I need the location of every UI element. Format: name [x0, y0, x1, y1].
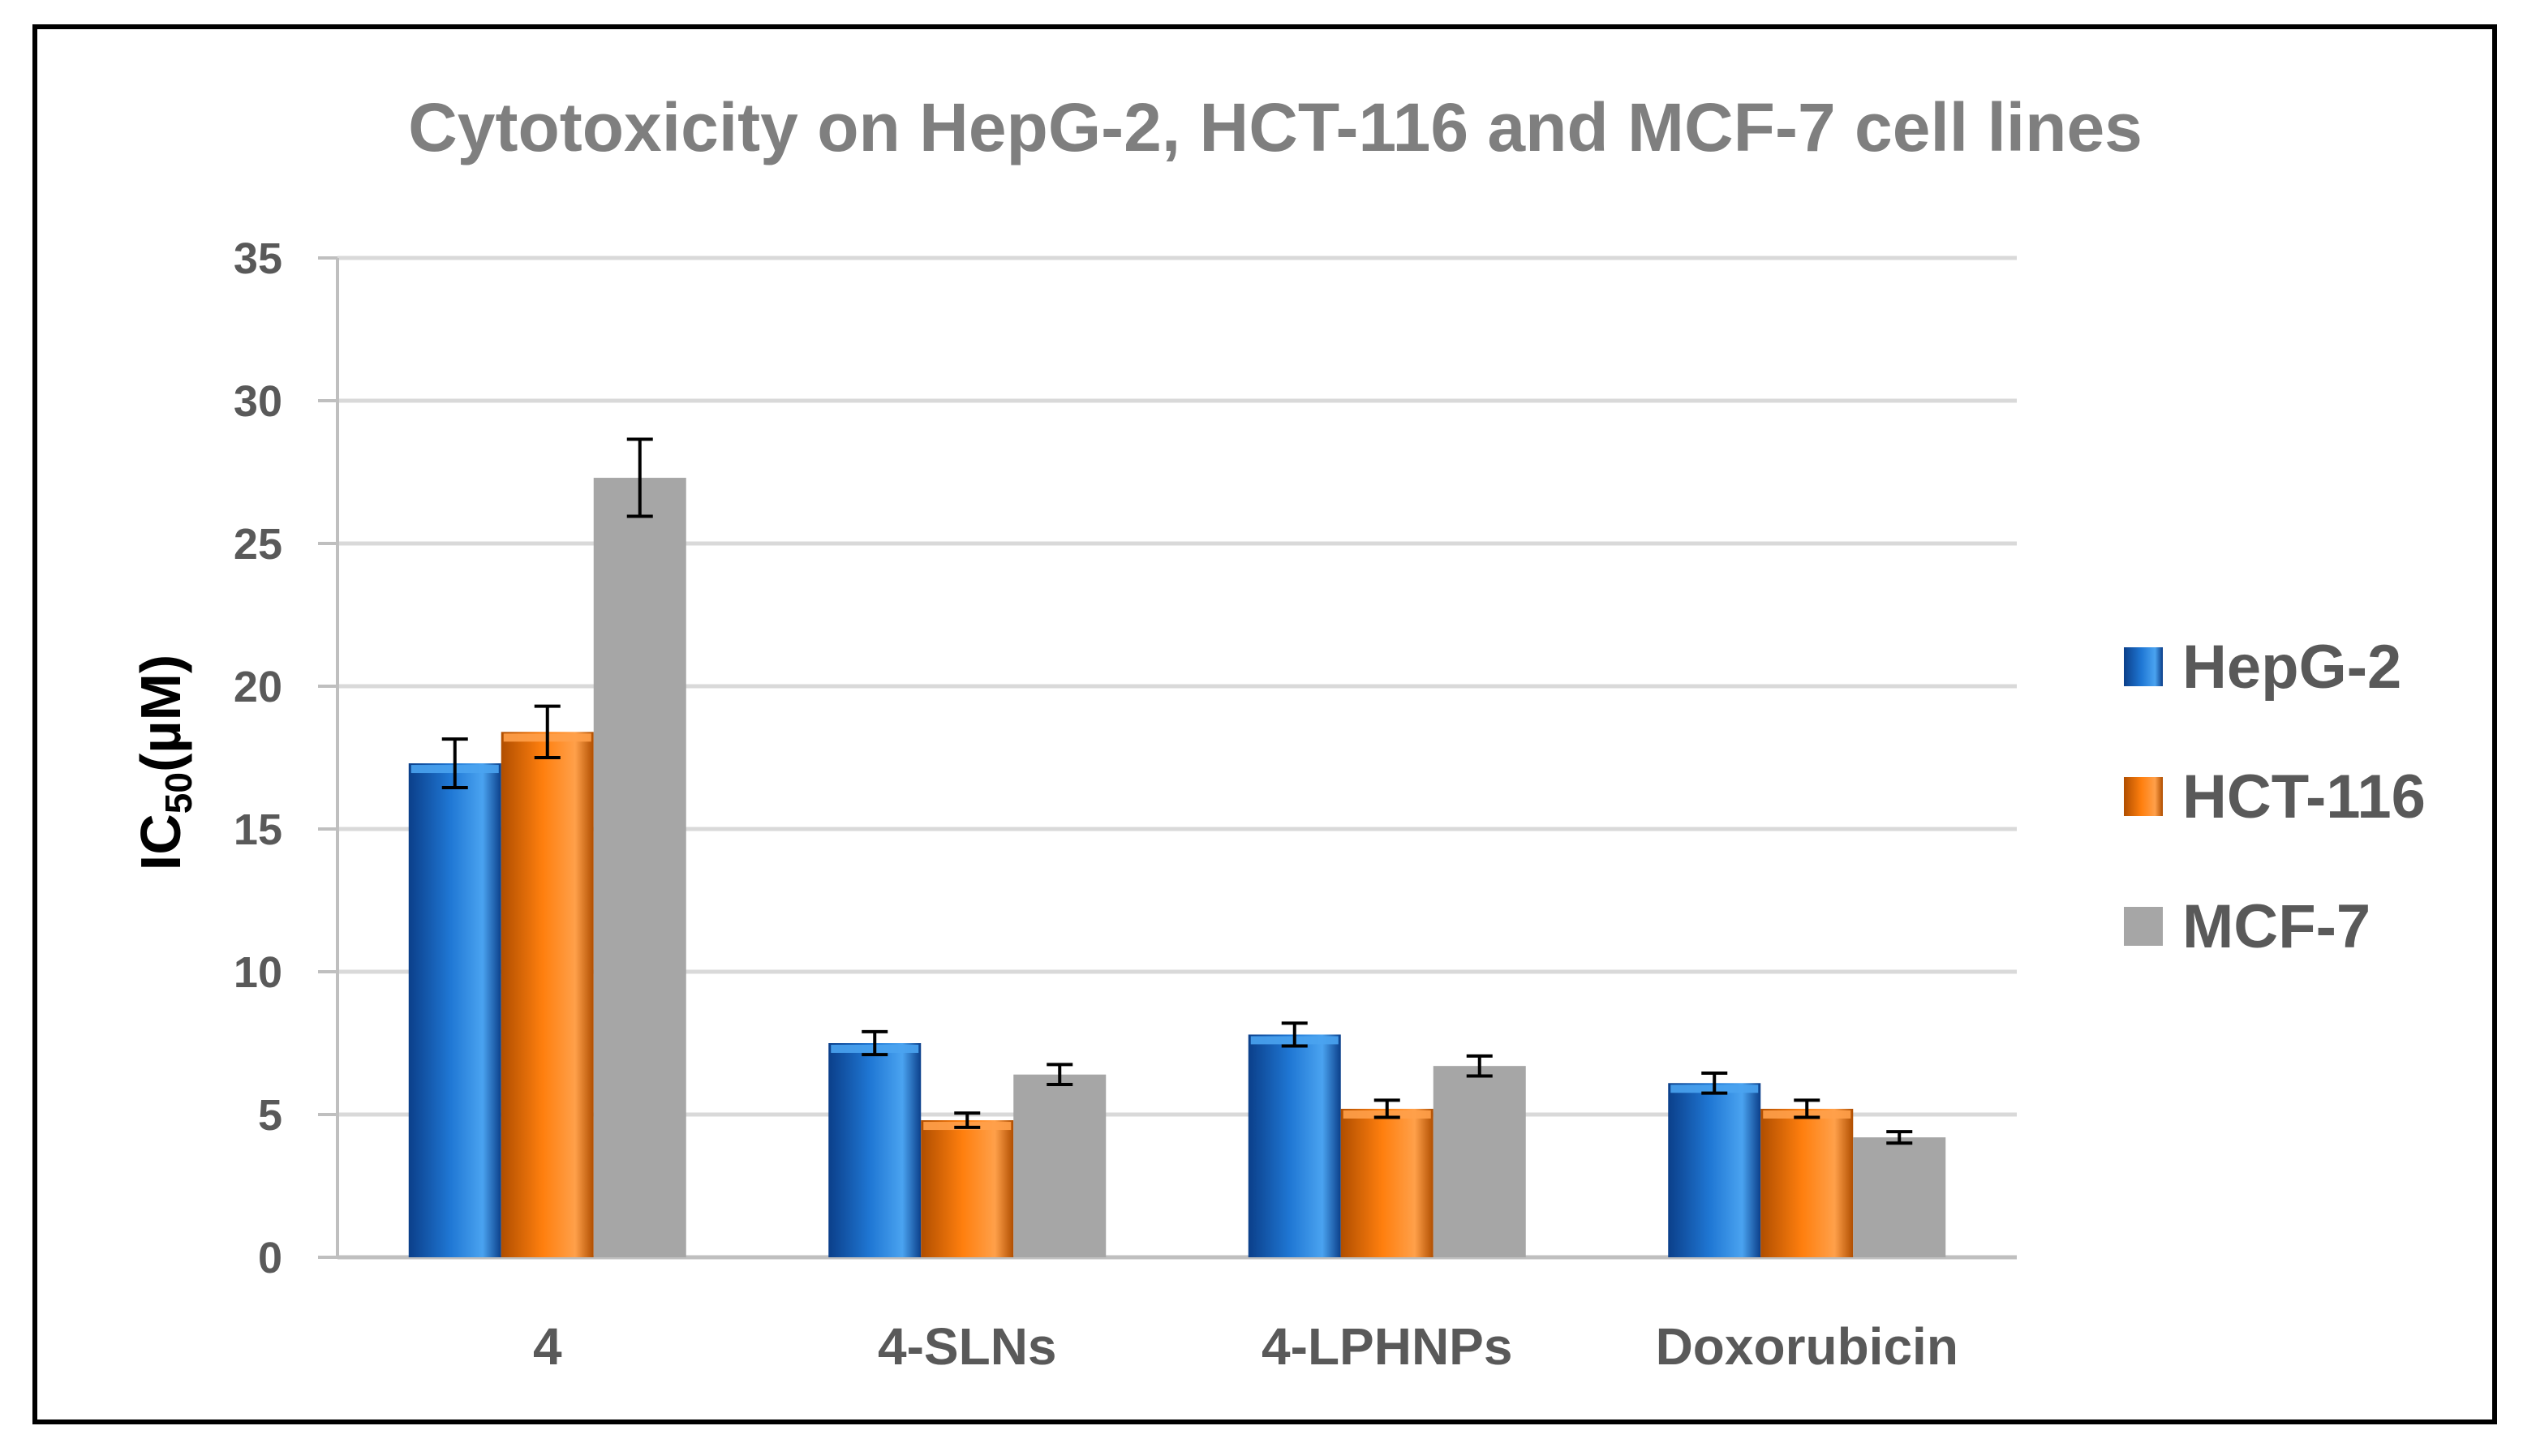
legend-label: HCT-116: [2182, 762, 2426, 831]
y-axis-label-unit: (µM): [129, 655, 192, 772]
y-tick-label: 25: [234, 520, 282, 569]
bar-hct-116-4-slns: [921, 1120, 1014, 1257]
chart-title: Cytotoxicity on HepG-2, HCT-116 and MCF-…: [408, 89, 2143, 165]
error-bar: [626, 437, 653, 518]
error-bar: [862, 1029, 888, 1057]
error-bar: [1373, 1098, 1400, 1119]
legend-swatch: [2124, 777, 2163, 816]
legend-swatch: [2124, 647, 2163, 686]
error-bar: [1794, 1098, 1820, 1119]
legend-item-mcf-7: MCF-7: [2124, 892, 2371, 961]
y-tick-label: 10: [234, 948, 282, 997]
axis-labels: 0 5 10 15 20 25 30 35 4 4-SLNs 4-LPHNPs Doxorubicin: [234, 234, 1958, 1376]
error-bar: [1047, 1063, 1073, 1087]
legend-swatch: [2124, 907, 2163, 946]
error-bar: [1886, 1130, 1913, 1145]
x-tick-label: 4-LPHNPs: [1262, 1317, 1512, 1376]
error-bar: [1466, 1054, 1493, 1078]
legend-item-hct-116: HCT-116: [2124, 762, 2426, 831]
y-tick-label: 35: [234, 234, 282, 283]
legend-label: HepG-2: [2182, 633, 2401, 702]
error-bar: [534, 704, 561, 759]
error-bar: [441, 737, 468, 789]
y-tick-label: 15: [234, 805, 282, 854]
y-tick-label: 20: [234, 663, 282, 711]
bar-hepg-2-4: [408, 763, 501, 1257]
bar-mcf-7-4-slns: [1013, 1074, 1107, 1257]
legend-label: MCF-7: [2182, 892, 2371, 961]
legend-item-hepg-2: HepG-2: [2124, 633, 2401, 702]
error-bar: [1281, 1021, 1308, 1048]
y-tick-label: 5: [258, 1091, 282, 1140]
y-axis-label-main: IC: [129, 814, 192, 870]
error-bar: [954, 1111, 981, 1129]
error-bars: [441, 437, 1913, 1145]
x-tick-label: Doxorubicin: [1656, 1317, 1958, 1376]
y-tick-label: 30: [234, 377, 282, 426]
bar-hct-116-4-lphnps: [1340, 1108, 1433, 1257]
bar-mcf-7-4: [593, 478, 686, 1257]
bar-hct-116-doxorubicin: [1760, 1108, 1854, 1257]
bar-hepg-2-doxorubicin: [1668, 1083, 1761, 1257]
bars: [408, 478, 1946, 1257]
bar-mcf-7-doxorubicin: [1853, 1137, 1946, 1257]
y-axis-label: IC50(µM): [129, 655, 200, 870]
bar-hepg-2-4-slns: [828, 1043, 922, 1257]
error-bar: [1701, 1071, 1728, 1095]
bar-hct-116-4: [501, 732, 594, 1257]
x-tick-label: 4: [533, 1317, 562, 1376]
x-tick-label: 4-SLNs: [878, 1317, 1057, 1376]
legend: HepG-2 HCT-116 MCF-7: [2124, 633, 2426, 961]
y-axis-label-subscript: 50: [157, 772, 200, 814]
y-tick-label: 0: [258, 1234, 282, 1282]
bar-hepg-2-4-lphnps: [1248, 1034, 1341, 1257]
bar-mcf-7-4-lphnps: [1433, 1066, 1526, 1257]
